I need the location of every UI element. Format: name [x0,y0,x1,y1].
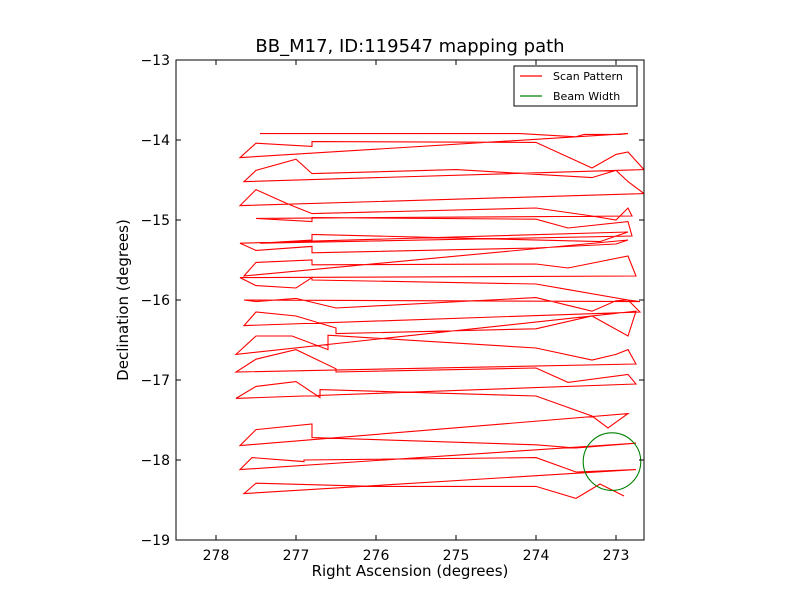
x-tick-label: 278 [203,548,230,564]
y-tick-label: −15 [140,213,170,229]
legend-box [513,65,638,107]
y-tick-label: −19 [140,533,170,549]
y-axis: −13 −14 −15 −16 −17 −18 −19 [140,53,644,549]
x-tick-label: 276 [363,548,390,564]
x-tick-label: 274 [523,548,550,564]
x-tick-label: 273 [603,548,630,564]
legend: Scan Pattern Beam Width [513,65,638,107]
x-tick-label: 275 [443,548,470,564]
x-tick-label: 277 [283,548,310,564]
y-tick-label: −17 [140,373,170,389]
y-tick-label: −18 [140,453,170,469]
x-axis: 278 277 276 275 274 273 [203,60,630,564]
series-layer [234,133,644,499]
legend-label-beam-width: Beam Width [553,90,620,103]
chart-title: BB_M17, ID:119547 mapping path [255,36,564,57]
x-axis-label: Right Ascension (degrees) [312,562,509,580]
y-tick-label: −14 [140,133,170,149]
y-tick-label: −16 [140,293,170,309]
y-tick-label: −13 [140,53,170,69]
y-axis-label: Declination (degrees) [114,219,132,381]
beam-width-circle [582,432,642,491]
scan-pattern-line [234,133,644,499]
legend-label-scan-pattern: Scan Pattern [553,70,623,83]
